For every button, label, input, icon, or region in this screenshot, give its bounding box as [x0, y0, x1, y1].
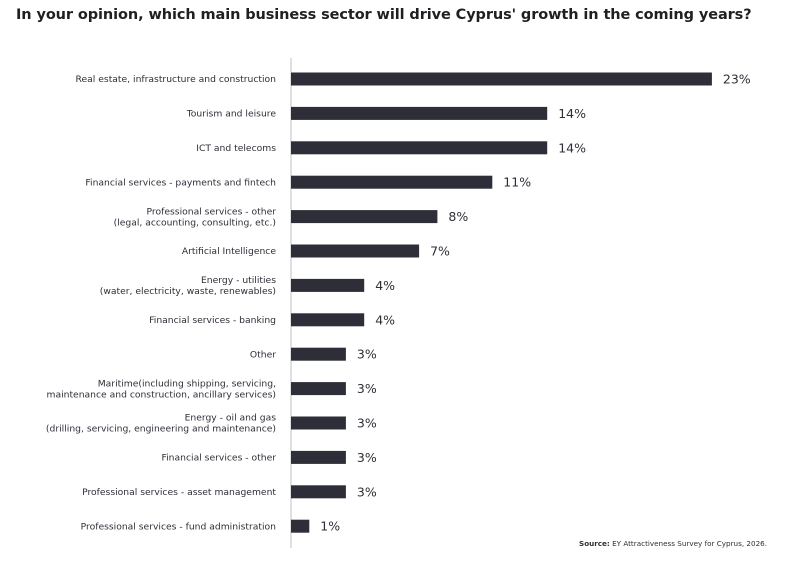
bar [291, 141, 548, 155]
bar [291, 244, 420, 258]
bar [291, 519, 310, 533]
data-label: 1% [320, 519, 340, 534]
bar [291, 72, 712, 86]
data-label: 11% [503, 175, 531, 190]
bar [291, 382, 346, 396]
bar [291, 450, 346, 464]
category-label: Financial services - banking [149, 315, 276, 326]
data-label: 3% [357, 450, 377, 465]
data-label: 3% [357, 347, 377, 362]
bar [291, 347, 346, 361]
data-label: 3% [357, 416, 377, 431]
source-label: Source: [579, 539, 610, 548]
category-label: Financial services - other [162, 453, 277, 464]
category-label: ICT and telecoms [196, 143, 276, 154]
data-label: 4% [375, 312, 395, 327]
category-label: Tourism and leisure [186, 109, 277, 120]
bar [291, 313, 365, 327]
data-label: 14% [558, 106, 586, 121]
bars-layer: 23% Real estate, infrastructure and const… [46, 72, 751, 534]
category-label: Real estate, infrastructure and construc… [76, 74, 277, 85]
chart-title: In your opinion, which main business sec… [16, 7, 752, 23]
data-label: 4% [375, 278, 395, 293]
data-label: 3% [357, 484, 377, 499]
category-label: Artificial Intelligence [182, 246, 277, 257]
source-text: EY Attractiveness Survey for Cyprus, 202… [612, 539, 767, 548]
data-label: 7% [430, 244, 450, 259]
data-label: 14% [558, 140, 586, 155]
data-label: 23% [723, 72, 751, 87]
bar [291, 175, 493, 189]
category-label: Energy - utilities (water, electricity, w… [100, 275, 276, 297]
bar [291, 485, 346, 499]
category-label: Financial services - payments and fintec… [85, 177, 276, 188]
bar [291, 416, 346, 430]
data-label: 8% [448, 209, 468, 224]
bar [291, 278, 365, 292]
category-label: Maritime(including shipping, servicing, m… [47, 378, 277, 400]
bar [291, 106, 548, 120]
category-label: Other [250, 349, 276, 360]
category-label: Professional services - fund administrat… [81, 521, 277, 532]
source-note: Source: EY Attractiveness Survey for Cyp… [579, 539, 767, 548]
bar [291, 210, 438, 224]
category-label: Energy - oil and gas (drilling, servicing… [46, 413, 276, 435]
data-label: 3% [357, 381, 377, 396]
category-label: Professional services - asset management [82, 487, 276, 498]
category-label: Professional services - other (legal, acc… [114, 206, 277, 228]
